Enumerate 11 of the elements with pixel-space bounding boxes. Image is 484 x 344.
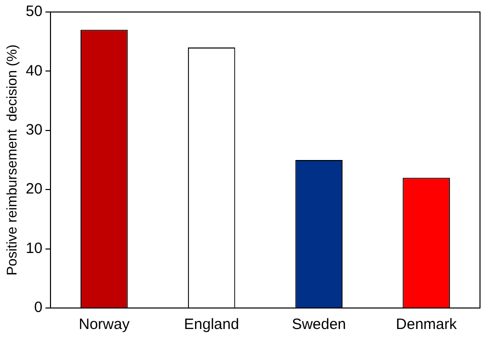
x-tick-label: Sweden — [292, 316, 346, 334]
y-tick-label: 20 — [26, 180, 42, 198]
y-tick-label: 40 — [26, 62, 42, 80]
x-tick-label: Norway — [78, 316, 130, 334]
y-tick-label: 0 — [34, 299, 42, 316]
y-tick-label: 30 — [26, 122, 42, 139]
x-tick-label: England — [184, 316, 240, 334]
y-tick-label: 10 — [26, 240, 42, 257]
x-tick-label: Denmark — [396, 316, 458, 334]
y-axis-title: Positive reimbursement decision (%) — [3, 44, 20, 276]
y-tick-label: 50 — [26, 3, 42, 20]
